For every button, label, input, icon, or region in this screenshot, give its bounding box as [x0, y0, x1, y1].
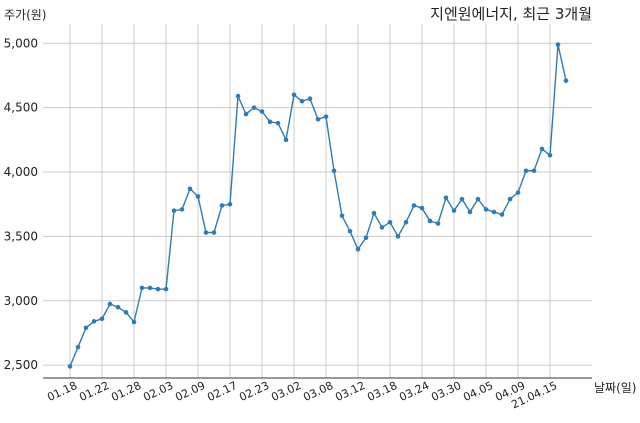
data-point: [299, 98, 305, 104]
data-point: [347, 228, 353, 234]
y-tick-label: 4,500: [4, 101, 38, 115]
data-point: [403, 219, 409, 225]
data-point: [187, 186, 193, 192]
data-point: [275, 120, 281, 126]
x-tick-label: 02.09: [173, 379, 207, 404]
x-tick-label: 02.03: [141, 379, 175, 404]
data-point: [427, 218, 433, 224]
data-point: [395, 234, 401, 239]
data-point: [323, 114, 329, 119]
data-point: [435, 221, 441, 226]
data-point: [75, 344, 81, 350]
data-point: [211, 230, 217, 235]
data-point: [363, 235, 369, 240]
data-point: [283, 137, 289, 143]
y-tick-label: 3,000: [4, 294, 38, 308]
x-tick-label: 01.18: [45, 379, 79, 404]
y-tick-labels: 2,500 3,000 3,500 4,000 4,500 5,000: [4, 36, 38, 372]
data-point: [83, 325, 89, 331]
x-tick-label: 04.05: [461, 379, 495, 404]
horizontal-gridlines: [43, 42, 592, 366]
data-point: [115, 304, 121, 310]
data-point: [475, 196, 481, 202]
data-point: [235, 93, 241, 99]
data-point: [267, 119, 273, 125]
data-point: [227, 201, 233, 207]
chart-title: 지엔원에너지, 최근 3개월: [430, 5, 592, 23]
data-point: [203, 230, 209, 235]
data-point: [91, 319, 97, 324]
data-point: [123, 310, 129, 315]
x-tick-label: 03.08: [301, 379, 335, 404]
data-point: [531, 168, 537, 174]
data-point: [67, 364, 73, 369]
data-point: [443, 195, 449, 201]
data-point: [331, 168, 337, 174]
x-tick-label: 03.12: [333, 379, 367, 404]
y-tick-label: 3,500: [4, 229, 38, 243]
data-point: [155, 286, 161, 292]
data-point: [499, 212, 505, 217]
data-point: [147, 285, 153, 291]
data-point: [491, 209, 497, 215]
data-point: [547, 153, 553, 158]
x-tick-label: 03.02: [269, 379, 303, 404]
data-point: [483, 207, 489, 212]
data-point: [467, 209, 473, 215]
data-point: [371, 210, 377, 216]
data-point: [419, 205, 425, 211]
data-point: [259, 109, 265, 114]
data-point: [387, 219, 393, 225]
x-tick-label: 03.30: [429, 379, 463, 404]
x-tick-label: 03.18: [365, 379, 399, 404]
y-tick-label: 5,000: [4, 36, 38, 50]
data-point: [99, 316, 105, 322]
data-point: [291, 92, 297, 98]
data-point: [339, 213, 345, 219]
data-point: [355, 246, 361, 252]
data-point: [411, 203, 417, 208]
data-point: [555, 42, 561, 47]
data-point: [523, 168, 529, 174]
data-point: [131, 319, 137, 325]
data-point: [379, 225, 385, 230]
x-tick-label: 03.24: [397, 379, 431, 404]
data-point: [163, 286, 169, 292]
data-point: [107, 301, 113, 307]
data-point: [459, 196, 465, 202]
data-point: [219, 203, 225, 208]
data-point: [171, 208, 177, 213]
x-tick-label: 01.22: [77, 379, 111, 404]
x-tick-labels: 01.1801.2201.2802.0302.0902.1702.2303.02…: [45, 379, 559, 411]
data-point: [243, 111, 249, 117]
y-tick-label: 4,000: [4, 165, 38, 179]
data-point: [315, 116, 321, 122]
data-point: [139, 285, 145, 291]
series-line: [69, 44, 567, 367]
data-point: [539, 146, 545, 152]
x-tick-label: 02.17: [205, 379, 239, 404]
data-point: [251, 105, 257, 110]
data-point: [179, 207, 185, 212]
y-axis-label: 주가(원): [4, 8, 46, 22]
data-point: [195, 194, 201, 199]
data-points: [67, 42, 569, 369]
data-point: [451, 208, 457, 213]
x-axis-label: 날짜(일): [594, 381, 636, 395]
data-point: [507, 196, 513, 202]
data-point: [563, 78, 569, 83]
x-tick-label: 02.23: [237, 379, 271, 404]
x-tick-label: 01.28: [109, 379, 143, 404]
y-tick-label: 2,500: [4, 358, 38, 372]
data-point: [515, 190, 521, 195]
data-point: [307, 96, 313, 101]
